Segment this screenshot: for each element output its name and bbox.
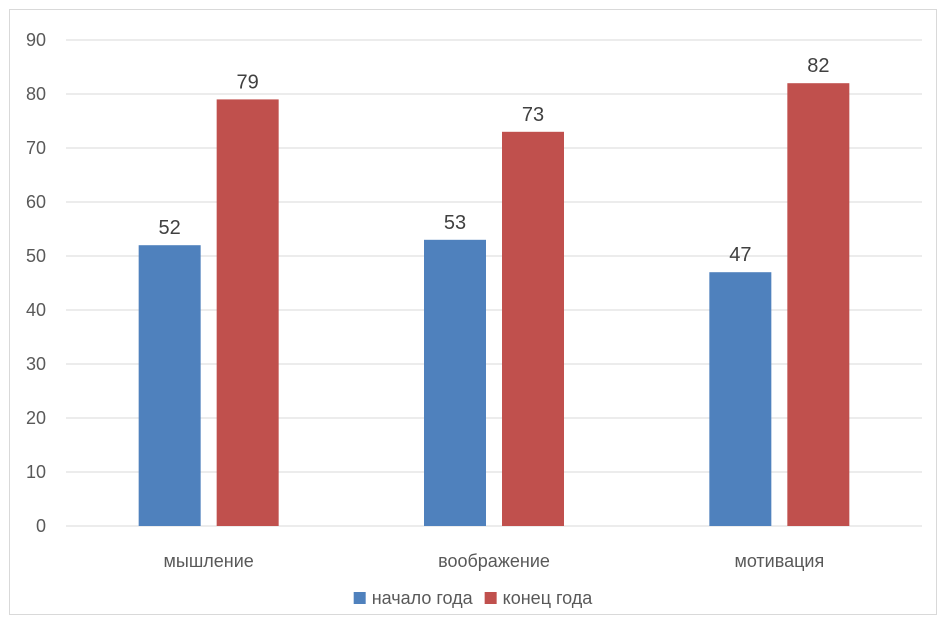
y-tick-label: 90 [26, 30, 46, 50]
legend-swatch [353, 592, 366, 604]
legend-item: начало года [353, 588, 474, 608]
y-tick-label: 0 [36, 516, 46, 536]
y-tick-label: 60 [26, 192, 46, 212]
legend: начало года конец года [353, 588, 594, 608]
data-label: 47 [729, 244, 751, 266]
bar [424, 239, 486, 527]
y-tick-label: 50 [26, 246, 46, 266]
category-label: мотивация [734, 551, 824, 571]
bar [502, 131, 564, 527]
data-label: 73 [522, 104, 544, 126]
bars [138, 83, 850, 527]
data-label: 53 [444, 212, 466, 234]
x-axis-categories: мышление воображение мотивация [164, 551, 825, 571]
bar [138, 245, 201, 526]
y-tick-label: 20 [26, 408, 46, 428]
data-label: 52 [159, 217, 181, 239]
data-labels: 52 79 53 73 47 82 [159, 55, 830, 266]
y-axis-ticks: 0 10 20 30 40 50 60 70 80 90 [26, 30, 46, 536]
legend-swatch [484, 592, 497, 604]
gridlines [66, 39, 922, 527]
category-label: мышление [164, 551, 254, 571]
bar [709, 272, 772, 526]
y-tick-label: 30 [26, 354, 46, 374]
data-label: 82 [807, 55, 829, 77]
category-label: воображение [438, 551, 550, 571]
y-tick-label: 70 [26, 138, 46, 158]
legend-label: начало года [372, 588, 474, 608]
data-label: 79 [237, 71, 259, 93]
legend-label: конец года [503, 588, 594, 608]
bar [216, 99, 279, 527]
bar [787, 83, 850, 526]
y-tick-label: 80 [26, 84, 46, 104]
legend-item: конец года [484, 588, 594, 608]
y-tick-label: 40 [26, 300, 46, 320]
y-tick-label: 10 [26, 462, 46, 482]
